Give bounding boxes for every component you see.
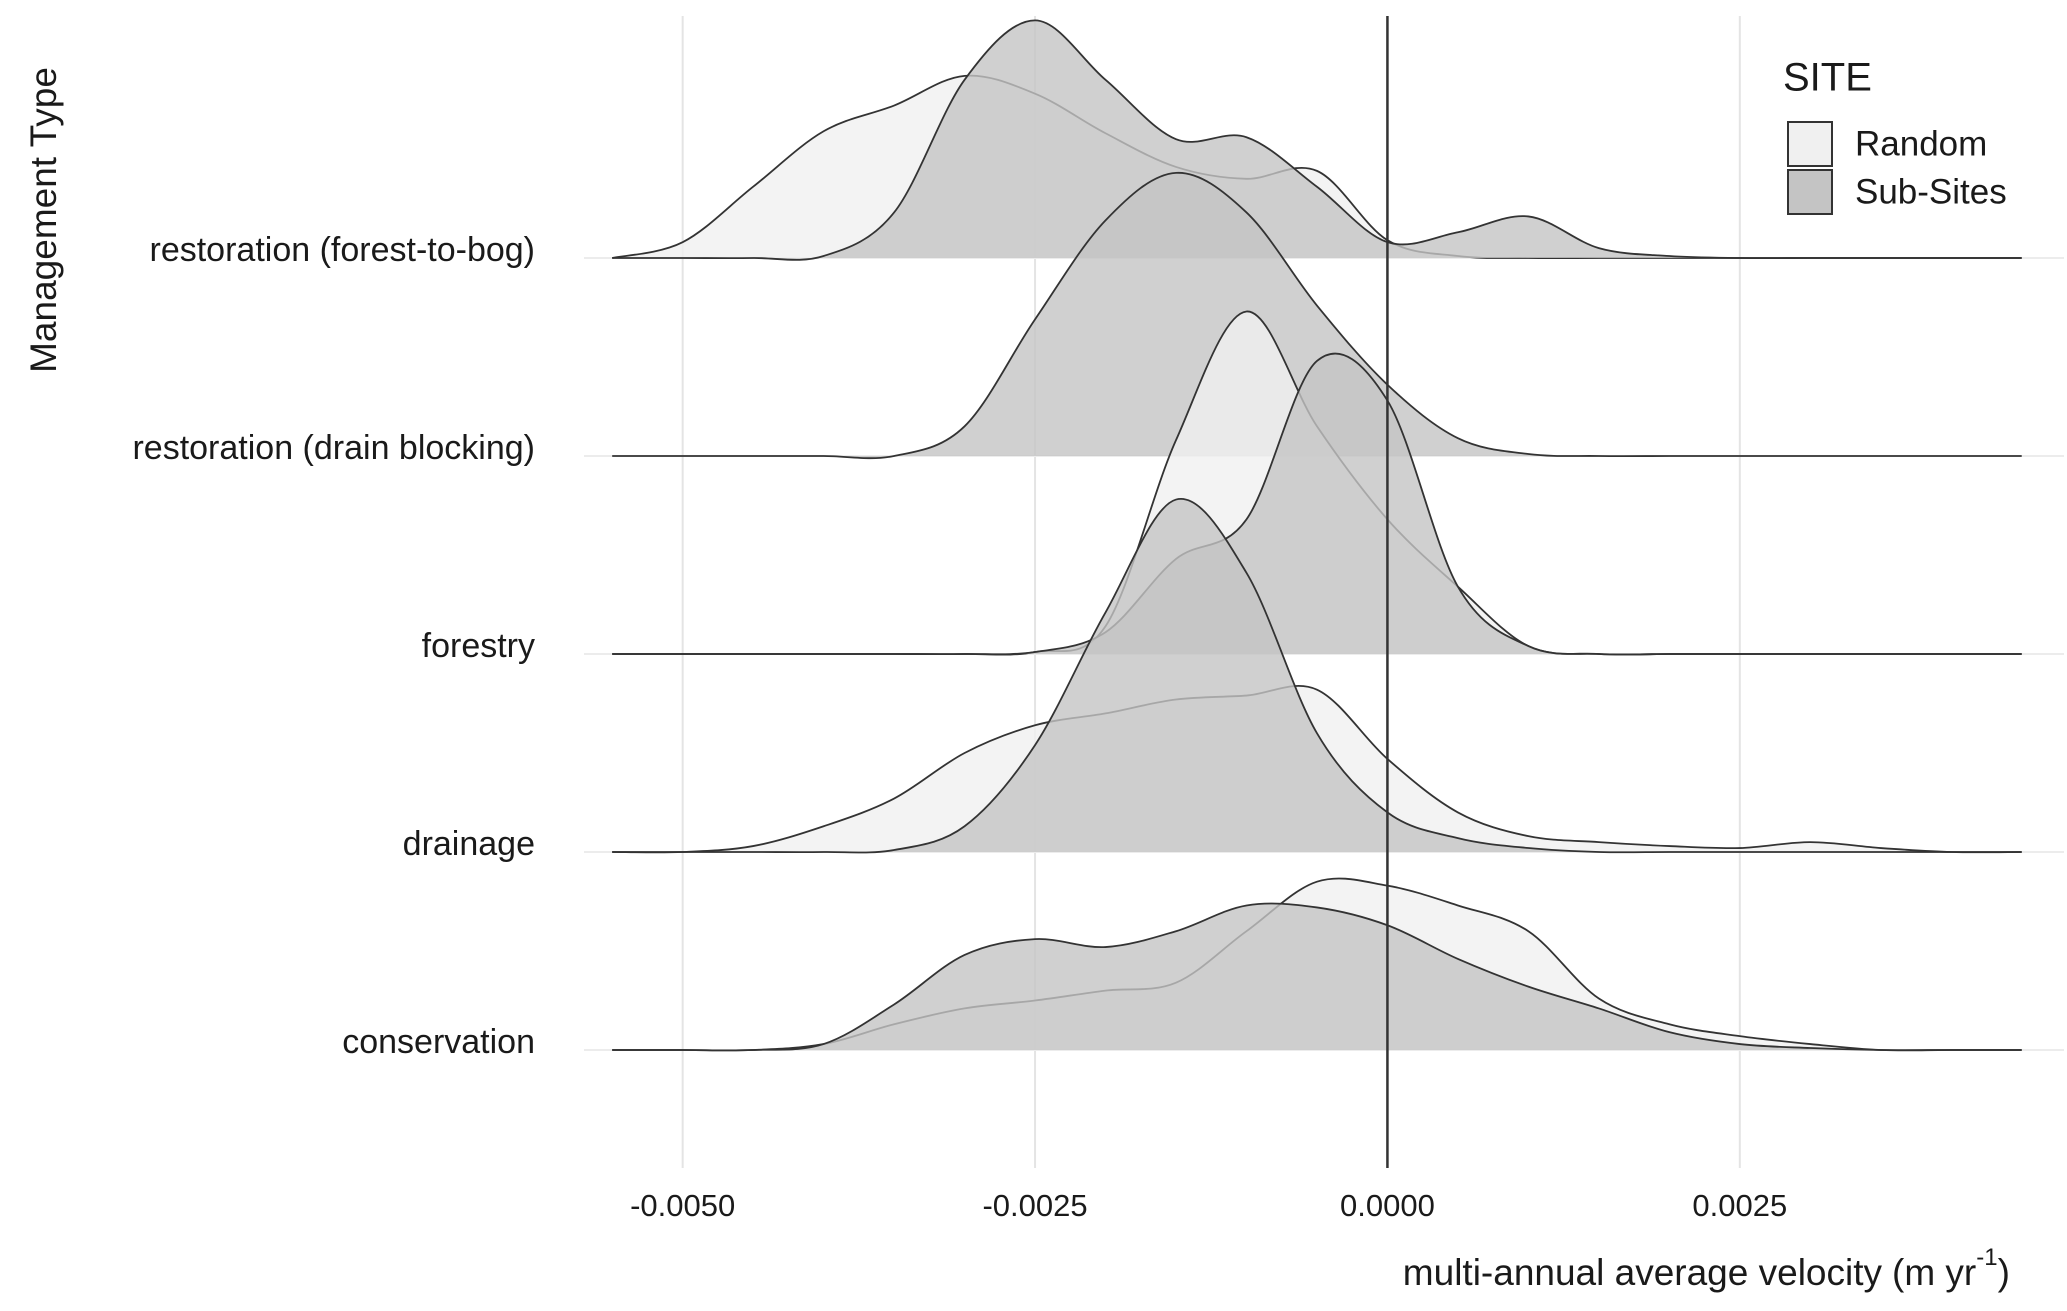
y-axis-title: Management Type (23, 67, 64, 373)
x-axis-unit: (m yr-1) (1892, 1244, 2010, 1292)
legend-title: SITE (1783, 56, 1872, 100)
legend-key (1787, 169, 1833, 215)
legend-key (1787, 121, 1833, 167)
y-tick-label: conservation (342, 1023, 535, 1061)
legend-label: Sub-Sites (1855, 172, 2007, 211)
legend-label: Random (1855, 124, 1987, 163)
density-area (612, 172, 2022, 459)
density-area (612, 498, 2022, 853)
unit-text: ) (1998, 1252, 2010, 1293)
density-area (612, 353, 2022, 655)
ridges (611, 16, 2022, 1168)
x-axis-title: multi-annual average velocity (1403, 1252, 1883, 1293)
y-tick-label: forestry (422, 627, 535, 665)
density-line (612, 685, 2022, 854)
unit-superscript: -1 (1976, 1244, 1997, 1271)
legend: Random Sub-Sites (1787, 121, 2007, 215)
y-tick-label: restoration (forest-to-bog) (150, 231, 536, 269)
y-tick-label: drainage (403, 825, 535, 863)
x-tick-label: -0.0050 (630, 1188, 735, 1223)
labels: -0.0050 -0.0025 0.0000 0.0025 restoration (f… (132, 231, 1787, 1223)
density-line (612, 352, 2022, 656)
density-line (612, 902, 2022, 1052)
x-tick-label: 0.0025 (1692, 1188, 1787, 1223)
x-tick-label: 0.0000 (1340, 1188, 1435, 1223)
x-tick-label: -0.0025 (982, 1188, 1087, 1223)
density-line (612, 171, 2022, 460)
y-tick-label: restoration (drain blocking) (132, 429, 535, 467)
density-area (612, 903, 2022, 1051)
density-line (612, 498, 2022, 854)
density-line (612, 19, 2022, 261)
unit-text: (m yr (1892, 1252, 1976, 1293)
